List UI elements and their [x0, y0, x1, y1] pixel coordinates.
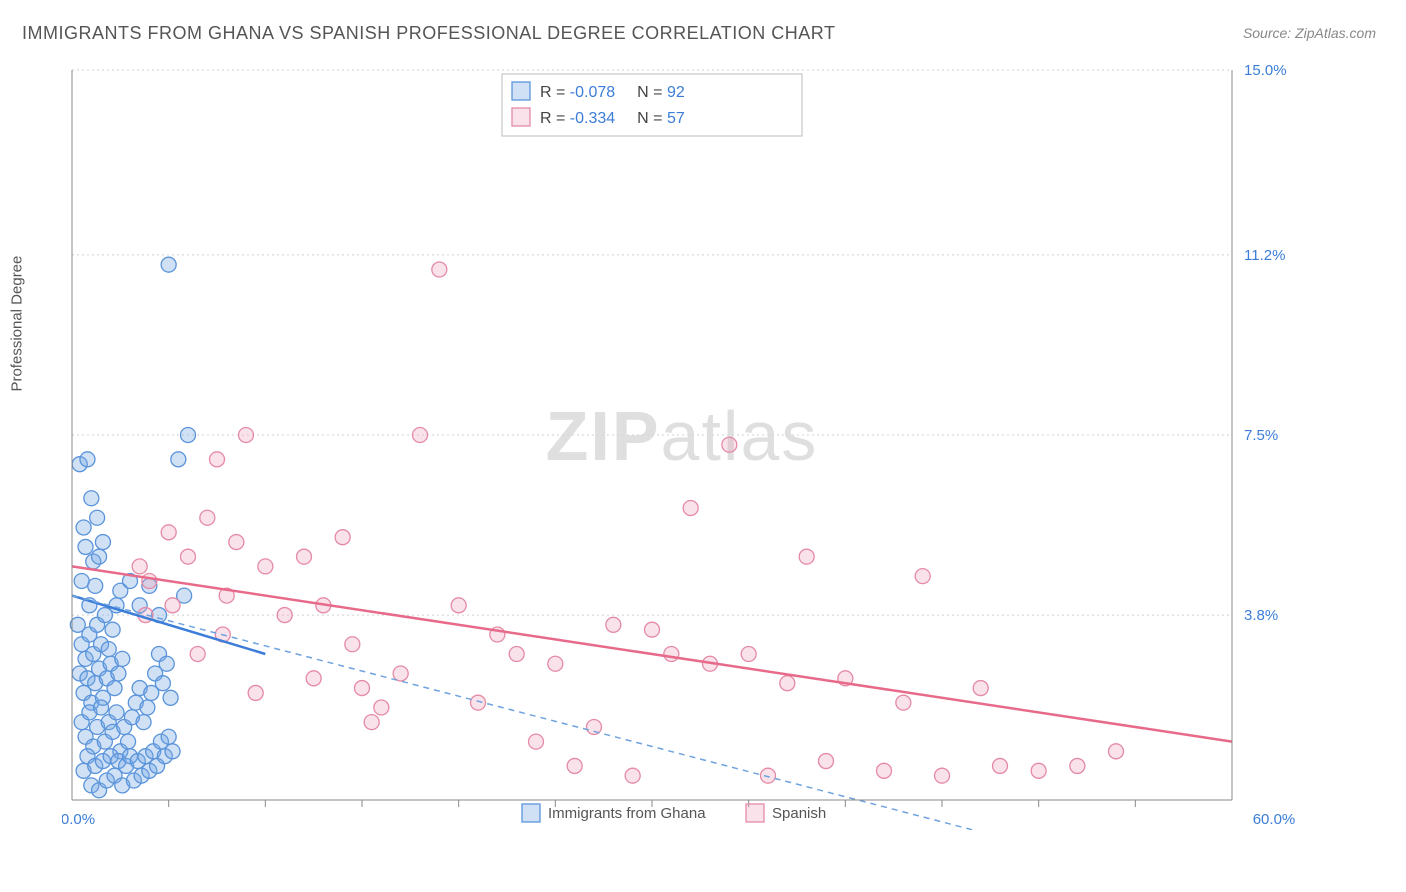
data-point [111, 666, 126, 681]
data-point [90, 510, 105, 525]
data-point [200, 510, 215, 525]
data-point [664, 647, 679, 662]
data-point [722, 437, 737, 452]
data-point [780, 676, 795, 691]
data-point [529, 734, 544, 749]
data-point [973, 681, 988, 696]
data-point [606, 617, 621, 632]
data-point [248, 685, 263, 700]
legend-stat-row: R = -0.334N = 57 [540, 110, 685, 127]
data-point [74, 574, 89, 589]
data-point [683, 501, 698, 516]
data-point [78, 539, 93, 554]
data-point [345, 637, 360, 652]
data-point [161, 729, 176, 744]
legend-swatch [512, 82, 530, 100]
y-tick-label: 11.2% [1244, 247, 1285, 264]
data-point [896, 695, 911, 710]
y-axis-label: Professional Degree [9, 256, 26, 392]
y-tick-label: 15.0% [1244, 62, 1287, 79]
data-point [761, 768, 776, 783]
data-point [76, 520, 91, 535]
data-point [210, 452, 225, 467]
data-point [741, 647, 756, 662]
data-point [95, 535, 110, 550]
x-min-label: 0.0% [62, 811, 95, 828]
data-point [799, 549, 814, 564]
data-point [155, 676, 170, 691]
data-point [181, 428, 196, 443]
data-point [161, 525, 176, 540]
data-point [1109, 744, 1124, 759]
data-point [159, 656, 174, 671]
data-point [101, 642, 116, 657]
data-point [105, 622, 120, 637]
data-point [1031, 763, 1046, 778]
x-max-label: 60.0% [1253, 811, 1296, 828]
data-point [645, 622, 660, 637]
data-point [121, 734, 136, 749]
data-point [109, 705, 124, 720]
data-point [94, 700, 109, 715]
data-point [451, 598, 466, 613]
data-point [364, 715, 379, 730]
data-point [567, 758, 582, 773]
data-point [190, 647, 205, 662]
data-point [165, 744, 180, 759]
data-point [115, 651, 130, 666]
y-tick-label: 7.5% [1244, 427, 1278, 444]
data-point [877, 763, 892, 778]
data-point [355, 681, 370, 696]
data-point [84, 491, 99, 506]
data-point [413, 428, 428, 443]
data-point [819, 754, 834, 769]
data-point [509, 647, 524, 662]
data-point [80, 452, 95, 467]
legend-stat-row: R = -0.078N = 92 [540, 84, 685, 101]
legend-series-label: Immigrants from Ghana [548, 805, 706, 822]
data-point [161, 257, 176, 272]
legend-series-label: Spanish [772, 805, 826, 822]
data-point [132, 559, 147, 574]
legend-swatch [746, 804, 764, 822]
data-point [993, 758, 1008, 773]
y-tick-label: 3.8% [1244, 607, 1278, 624]
data-point [229, 535, 244, 550]
data-point [374, 700, 389, 715]
chart-container: Professional Degree ZIPatlas 3.8%7.5%11.… [22, 50, 1376, 852]
data-point [393, 666, 408, 681]
data-point [163, 690, 178, 705]
data-point [471, 695, 486, 710]
data-point [171, 452, 186, 467]
data-point [140, 700, 155, 715]
data-point [181, 549, 196, 564]
data-point [107, 681, 122, 696]
watermark: ZIPatlas [546, 397, 819, 475]
legend-swatch [512, 108, 530, 126]
data-point [142, 574, 157, 589]
data-point [335, 530, 350, 545]
legend-swatch [522, 804, 540, 822]
data-point [239, 428, 254, 443]
data-point [297, 549, 312, 564]
trendline-spanish [72, 566, 1232, 741]
data-point [165, 598, 180, 613]
data-point [258, 559, 273, 574]
data-point [915, 569, 930, 584]
data-point [277, 608, 292, 623]
scatter-plot: ZIPatlas 3.8% 7.5% 11.2% 15.0% 0.0% 60.0% R … [62, 60, 1302, 830]
data-point [548, 656, 563, 671]
data-point [306, 671, 321, 686]
data-point [136, 715, 151, 730]
source-attribution: Source: ZipAtlas.com [1243, 25, 1376, 41]
data-point [935, 768, 950, 783]
data-point [1070, 758, 1085, 773]
chart-title: IMMIGRANTS FROM GHANA VS SPANISH PROFESS… [22, 23, 835, 44]
data-point [625, 768, 640, 783]
data-point [92, 549, 107, 564]
data-point [432, 262, 447, 277]
data-point [88, 578, 103, 593]
